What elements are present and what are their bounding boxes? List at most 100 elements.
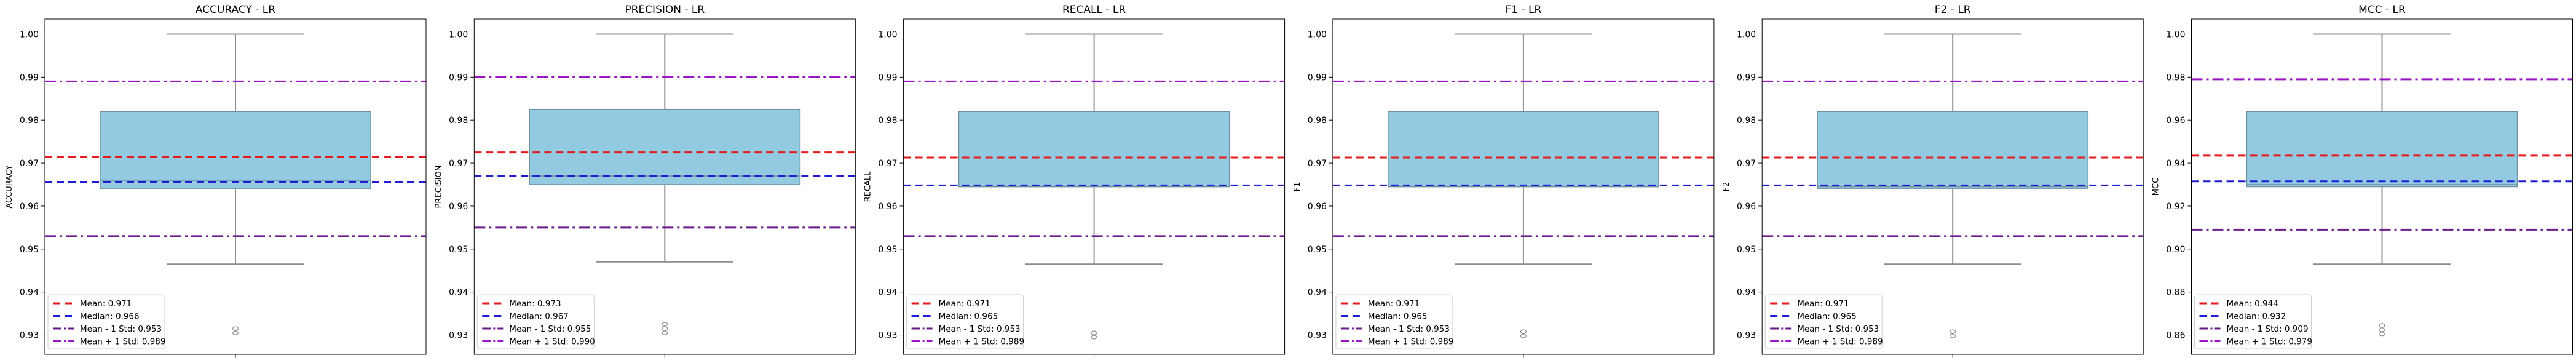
y-axis-label: ACCURACY <box>5 165 14 208</box>
y-tick-label: 0.99 <box>878 73 897 82</box>
y-tick-label: 0.96 <box>2166 116 2185 126</box>
y-tick-label: 0.94 <box>449 288 468 298</box>
legend-frame <box>1764 294 1883 349</box>
subplot-title: F1 - LR <box>1505 4 1541 16</box>
subplot-6: MCC - LR MCC 0.86 0.88 0.90 0.92 0.94 0.96 0.98 1… <box>2152 4 2573 358</box>
y-tick-label: 0.92 <box>2166 202 2185 212</box>
legend-entry: Mean: 0.971 <box>939 299 990 309</box>
outlier-point <box>1520 329 1527 334</box>
outlier-point <box>2379 332 2385 337</box>
y-tick-label: 1.00 <box>20 30 39 39</box>
legend-frame <box>476 294 595 349</box>
subplot-5: F2 - LR F2 0.93 0.94 0.95 0.96 0.97 0.98 0.99 1.0… <box>1722 4 2144 358</box>
y-tick-label: 0.97 <box>20 159 39 169</box>
y-tick-label: 0.90 <box>2166 245 2185 255</box>
y-tick-label: 1.00 <box>2166 30 2185 39</box>
y-axis-label: F2 <box>1722 182 1731 192</box>
legend-entry: Mean: 0.971 <box>80 299 132 309</box>
axes-frame <box>44 18 427 355</box>
outlier-point <box>2379 327 2385 332</box>
subplot-1: ACCURACY - LR ACCURACY 0.93 0.94 0.95 0.96 0.9… <box>5 4 427 358</box>
legend-entry: Mean: 0.971 <box>1797 299 1849 309</box>
iqr-box <box>100 111 371 189</box>
y-tick-label: 0.93 <box>449 331 468 341</box>
outlier-point <box>1520 333 1527 338</box>
legend-entry: Median: 0.965 <box>1368 312 1428 322</box>
axes-frame <box>903 18 1286 355</box>
legend-frame <box>906 294 1024 349</box>
y-axis-label: RECALL <box>864 171 873 202</box>
y-tick-label: 0.93 <box>1308 331 1327 341</box>
legend-entry: Mean - 1 Std: 0.909 <box>2227 324 2309 334</box>
y-tick-label: 1.00 <box>878 30 897 39</box>
subplot-title: F2 - LR <box>1935 4 1971 16</box>
legend-entry: Mean - 1 Std: 0.953 <box>1368 324 1450 334</box>
y-tick-label: 0.99 <box>449 73 468 82</box>
y-tick-label: 0.94 <box>2166 159 2185 169</box>
y-tick-label: 0.86 <box>2166 331 2185 341</box>
legend: Mean: 0.971 Median: 0.966 Mean - 1 Std: 0.… <box>47 294 165 349</box>
y-tick-label: 0.94 <box>20 288 39 298</box>
legend: Mean: 0.971 Median: 0.965 Mean - 1 Std: 0.… <box>906 294 1024 349</box>
legend-entry: Mean - 1 Std: 0.953 <box>80 324 162 334</box>
legend-entry: Mean + 1 Std: 0.989 <box>80 337 165 347</box>
outlier-point <box>662 330 668 335</box>
y-tick-label: 0.98 <box>1737 116 1756 126</box>
y-tick-label: 0.98 <box>20 116 39 126</box>
legend-entry: Median: 0.965 <box>1797 312 1857 322</box>
legend-entry: Median: 0.932 <box>2227 312 2286 322</box>
y-axis-label: PRECISION <box>434 165 443 208</box>
subplot-3: RECALL - LR RECALL 0.93 0.94 0.95 0.96 0.97 0.9… <box>864 4 1286 358</box>
y-tick-label: 0.96 <box>1308 202 1327 212</box>
legend-frame <box>2194 294 2312 349</box>
outlier-point <box>1091 335 1097 340</box>
legend: Mean: 0.944 Median: 0.932 Mean - 1 Std: 0.… <box>2194 294 2312 349</box>
legend-entry: Median: 0.967 <box>509 312 569 322</box>
legend-entry: Mean: 0.944 <box>2227 299 2278 309</box>
legend-frame <box>47 294 165 349</box>
y-tick-label: 0.97 <box>1308 159 1327 169</box>
y-tick-label: 0.95 <box>1737 245 1756 255</box>
legend-entry: Mean - 1 Std: 0.953 <box>939 324 1021 334</box>
subplot-4: F1 - LR F1 0.93 0.94 0.95 0.96 0.97 0.98 0.99 1.0… <box>1293 4 1715 358</box>
legend: Mean: 0.971 Median: 0.965 Mean - 1 Std: 0.… <box>1764 294 1883 349</box>
subplot-title: PRECISION - LR <box>625 4 705 16</box>
legend-entry: Mean + 1 Std: 0.989 <box>939 337 1024 347</box>
y-tick-label: 0.97 <box>1737 159 1756 169</box>
outlier-point <box>1950 329 1956 334</box>
y-tick-label: 0.99 <box>1737 73 1756 82</box>
y-axis-label: MCC <box>2152 178 2161 196</box>
axes-frame <box>1332 18 1715 355</box>
legend-entry: Mean + 1 Std: 0.989 <box>1797 337 1883 347</box>
iqr-box <box>958 111 1230 188</box>
iqr-box <box>529 108 801 185</box>
y-tick-label: 0.97 <box>449 159 468 169</box>
y-tick-label: 0.96 <box>20 202 39 212</box>
subplot-2: PRECISION - LR PRECISION 0.93 0.94 0.95 0.96 0… <box>434 4 856 358</box>
legend-entry: Mean - 1 Std: 0.955 <box>509 324 591 334</box>
y-tick-label: 0.98 <box>449 116 468 126</box>
y-tick-label: 1.00 <box>1308 30 1327 39</box>
y-tick-label: 0.95 <box>1308 245 1327 255</box>
y-tick-label: 0.93 <box>20 331 39 341</box>
axes-frame <box>473 18 856 355</box>
legend: Mean: 0.971 Median: 0.965 Mean - 1 Std: 0.… <box>1335 294 1453 349</box>
iqr-box <box>1817 111 2089 189</box>
y-tick-label: 1.00 <box>449 30 468 39</box>
y-tick-label: 0.95 <box>20 245 39 255</box>
outlier-point <box>2379 323 2385 328</box>
subplot-title: MCC - LR <box>2358 4 2406 16</box>
outlier-point <box>1091 330 1097 335</box>
axes-frame <box>1761 18 2144 355</box>
outlier-point <box>662 322 668 327</box>
y-tick-label: 0.96 <box>1737 202 1756 212</box>
y-tick-label: 0.94 <box>878 288 897 298</box>
iqr-box <box>1388 111 1659 188</box>
y-axis-label: F1 <box>1293 182 1302 192</box>
legend-entry: Mean + 1 Std: 0.990 <box>509 337 595 347</box>
outlier-point <box>662 326 668 331</box>
y-tick-label: 0.96 <box>878 202 897 212</box>
y-tick-label: 0.99 <box>20 73 39 82</box>
outlier-point <box>232 326 239 331</box>
legend-entry: Mean: 0.973 <box>509 299 561 309</box>
